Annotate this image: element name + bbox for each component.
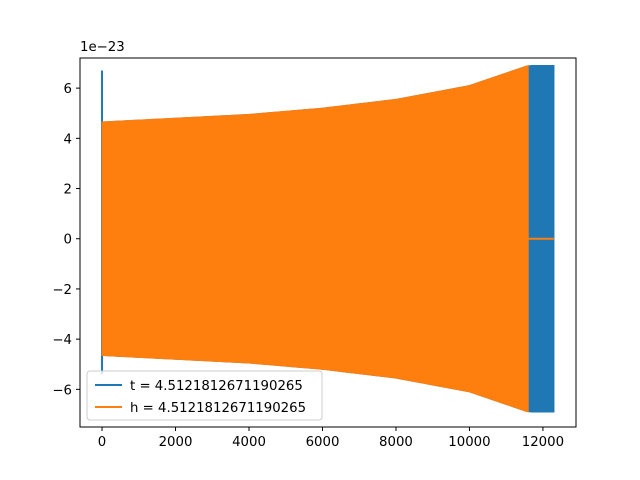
y-tick-label: −2 [52, 283, 72, 298]
x-tick-label: 10000 [448, 435, 490, 450]
x-tick-label: 2000 [159, 435, 193, 450]
legend: t = 4.5121812671190265 h = 4.51218126711… [86, 370, 323, 421]
axes-frame [79, 57, 577, 428]
y-tick-label: 6 [64, 82, 72, 97]
y-tick-label: −4 [52, 333, 72, 348]
y-tick-label: −6 [52, 383, 72, 398]
plot-content [101, 64, 555, 413]
legend-box [86, 370, 323, 421]
y-axis: −6 −4 −2 0 2 4 6 [52, 82, 80, 398]
x-tick-label: 6000 [306, 435, 340, 450]
legend-label-t: t = 4.5121812671190265 [130, 379, 303, 394]
x-tick-label: 8000 [379, 435, 413, 450]
x-tick-label: 4000 [232, 435, 266, 450]
y-tick-label: 2 [64, 183, 72, 198]
legend-label-h: h = 4.5121812671190265 [130, 401, 306, 416]
x-tick-label: 0 [98, 435, 106, 450]
x-tick-label: 12000 [522, 435, 564, 450]
x-axis: 0 2000 4000 6000 8000 10000 12000 [98, 427, 564, 450]
series-h-waveform [101, 64, 529, 413]
y-offset-label: 1e−23 [80, 40, 125, 55]
y-tick-label: 0 [64, 233, 72, 248]
y-tick-label: 4 [64, 132, 72, 147]
